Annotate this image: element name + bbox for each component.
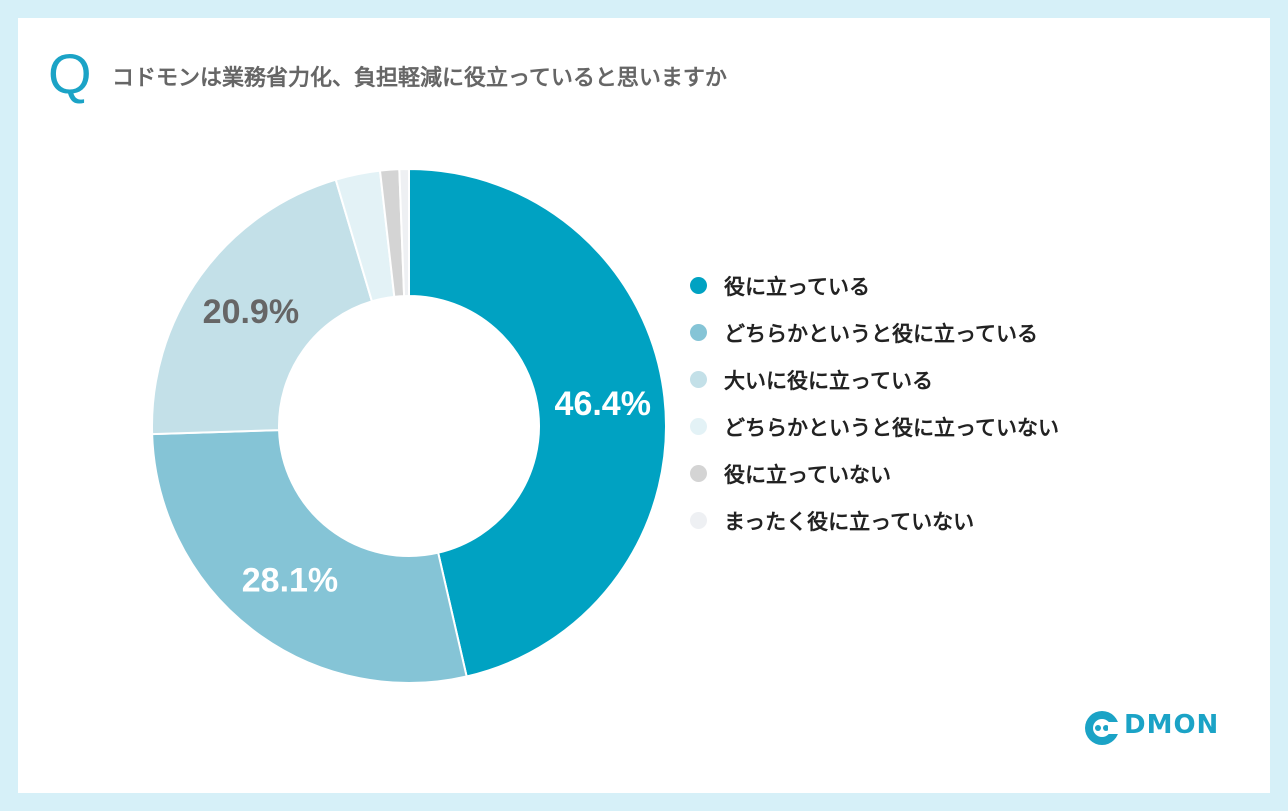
legend-swatch [690,324,707,341]
legend-item: 役に立っていない [690,450,1059,497]
legend-swatch [690,418,707,435]
donut-slice [398,167,410,298]
legend-swatch [690,465,707,482]
legend-label: 役に立っている [724,274,870,299]
legend-swatch [690,371,707,388]
legend-swatch [690,512,707,529]
legend-label: まったく役に立っていない [724,509,975,534]
donut-slice [151,178,374,436]
logo-text: DMON [1124,710,1220,740]
question-mark: Q [48,42,92,105]
legend-item: 役に立っている [690,262,1059,309]
legend-label: 大いに役に立っている [724,368,933,393]
logo-icon [1085,711,1122,745]
chart-title: コドモンは業務省力化、負担軽減に役立っていると思いますか [112,66,727,91]
data-label: 20.9% [203,293,299,331]
legend: 役に立っている どちらかというと役に立っている 大いに役に立っている どちらかと… [690,262,1059,544]
codmon-logo: DMON [1082,704,1227,750]
legend-item: どちらかというと役に立っている [690,309,1059,356]
legend-item: まったく役に立っていない [690,497,1059,544]
legend-label: 役に立っていない [724,462,891,487]
donut-slice [408,167,667,678]
legend-item: どちらかというと役に立っていない [690,403,1059,450]
data-label: 28.1% [242,561,338,599]
legend-label: どちらかというと役に立っている [724,321,1038,346]
legend-swatch [690,277,707,294]
legend-label: どちらかというと役に立っていない [724,415,1059,440]
legend-item: 大いに役に立っている [690,356,1059,403]
donut-slice [151,429,468,684]
data-label: 46.4% [555,385,651,423]
